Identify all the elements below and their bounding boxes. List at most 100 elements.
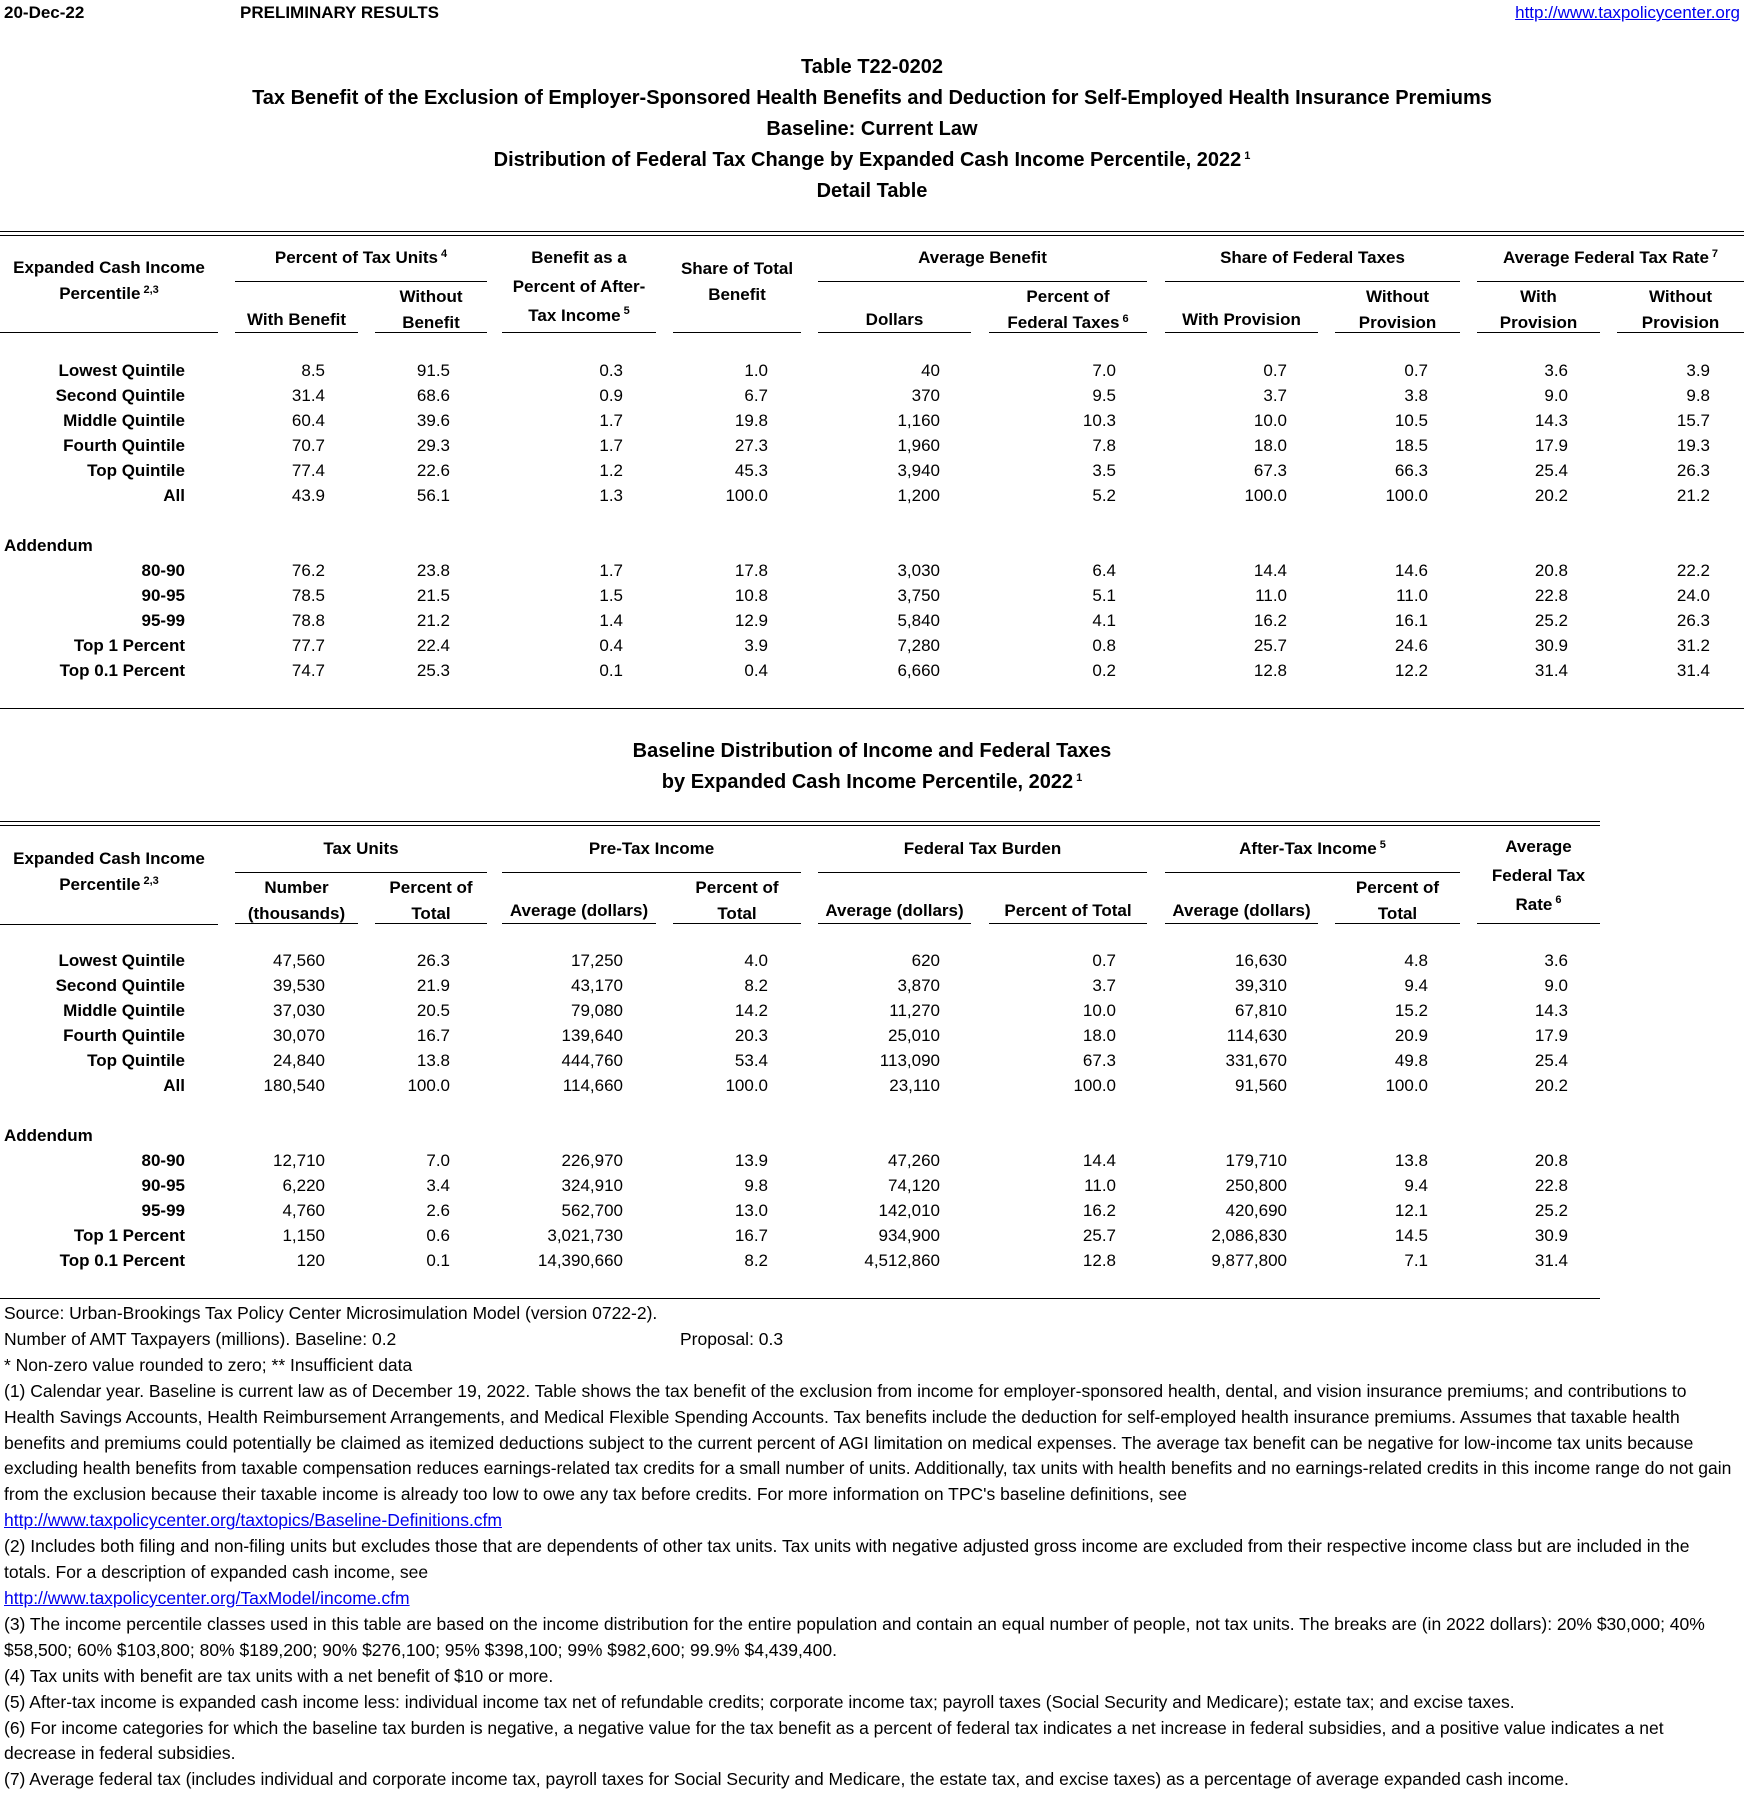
table-cell: 6,220	[282, 1176, 325, 1195]
table-cell: 22.8	[1534, 586, 1568, 605]
header-rule	[0, 924, 218, 925]
table-cell: 56.1	[416, 486, 450, 505]
table-cell: 0.1	[599, 661, 623, 680]
table-cell: 9.8	[744, 1176, 768, 1195]
section2-title-line2: by Expanded Cash Income Percentile, 2022…	[661, 771, 1083, 793]
amt-note: Number of AMT Taxpayers (millions). Base…	[4, 1328, 784, 1349]
table-cell: 23,110	[889, 1076, 940, 1095]
row-label: Fourth Quintile	[63, 1026, 185, 1045]
table-cell: 120	[296, 1251, 325, 1270]
table-cell: 10.3	[1082, 411, 1116, 430]
table-cell: 14.6	[1394, 561, 1428, 580]
table-cell: 934,900	[878, 1226, 940, 1245]
table-cell: 77.4	[291, 461, 325, 480]
table-cell: 30,070	[273, 1026, 325, 1045]
table-cell: 22.4	[416, 636, 450, 655]
col-header-with-provision: With Provision	[1165, 294, 1318, 333]
table-cell: 16.7	[734, 1226, 768, 1245]
table-cell: 31.4	[291, 386, 325, 405]
tpc-link[interactable]: http://www.taxpolicycenter.org	[1515, 3, 1740, 22]
table-cell: 68.6	[416, 386, 450, 405]
income-definition-link[interactable]: http://www.taxpolicycenter.org/TaxModel/…	[4, 1587, 410, 1608]
table-cell: 3,870	[897, 976, 940, 995]
detail-title: Detail Table	[816, 180, 928, 202]
table-cell: 49.8	[1394, 1051, 1428, 1070]
row-label: Second Quintile	[55, 976, 185, 995]
table-cell: 7.0	[426, 1151, 450, 1170]
col-group-federal-tax-burden: Federal Tax Burden	[818, 836, 1147, 873]
table-cell: 74,120	[888, 1176, 940, 1195]
table-cell: 76.2	[291, 561, 325, 580]
table-cell: 39,310	[1235, 976, 1287, 995]
table-cell: 16.1	[1394, 611, 1428, 630]
table-cell: 20.5	[416, 1001, 450, 1020]
table-cell: 114,660	[562, 1076, 623, 1095]
table-cell: 15.2	[1394, 1001, 1428, 1020]
table-cell: 16,630	[1235, 951, 1287, 970]
table-cell: 7.1	[1404, 1251, 1428, 1270]
table-cell: 3.7	[1263, 386, 1287, 405]
row-label: Top 1 Percent	[73, 1226, 185, 1245]
table-cell: 100.0	[725, 1076, 768, 1095]
section2-title-line1: Baseline Distribution of Income and Fede…	[632, 740, 1112, 762]
table-cell: 78.8	[291, 611, 325, 630]
table-cell: 39,530	[273, 976, 325, 995]
table2-bottom-rule	[0, 1298, 1600, 1299]
table-cell: 25.2	[1534, 1201, 1568, 1220]
footnote-4: (4) Tax units with benefit are tax units…	[4, 1665, 554, 1686]
baseline-definitions-link[interactable]: http://www.taxpolicycenter.org/taxtopics…	[4, 1510, 502, 1531]
table-cell: 24.6	[1394, 636, 1428, 655]
table-cell: 4.8	[1404, 951, 1428, 970]
addendum-label: Addendum	[4, 1126, 93, 1145]
footnote-2: (2) Includes both filing and non-filing …	[4, 1536, 1690, 1583]
table-cell: 43.9	[291, 486, 325, 505]
table-cell: 6.4	[1092, 561, 1116, 580]
table-cell: 0.9	[599, 386, 623, 405]
table-cell: 11.0	[1255, 586, 1287, 605]
table-cell: 21.5	[416, 586, 450, 605]
table-cell: 22.8	[1534, 1176, 1568, 1195]
table-title: Tax Benefit of the Exclusion of Employer…	[252, 87, 1492, 109]
table-cell: 47,560	[273, 951, 325, 970]
table-cell: 1,160	[897, 411, 940, 430]
table-cell: 1.3	[599, 486, 623, 505]
table-cell: 12.1	[1394, 1201, 1428, 1220]
table-cell: 18.0	[1253, 436, 1287, 455]
source-note: Source: Urban-Brookings Tax Policy Cente…	[4, 1303, 658, 1323]
table-cell: 20.8	[1534, 1151, 1568, 1170]
row-label: Lowest Quintile	[58, 361, 185, 380]
col-header-pct-federal-taxes: Percent of Federal Taxes 6	[989, 284, 1147, 333]
table-cell: 5.2	[1092, 486, 1116, 505]
footnote-7: (7) Average federal tax (includes indivi…	[4, 1769, 1569, 1790]
table-cell: 11.0	[1084, 1176, 1116, 1195]
table-cell: 14.2	[734, 1001, 768, 1020]
preliminary-label: PRELIMINARY RESULTS	[240, 3, 439, 22]
table-cell: 4,512,860	[864, 1251, 940, 1270]
row-label: All	[163, 486, 185, 505]
table-cell: 16.7	[416, 1026, 450, 1045]
table-cell: 9.4	[1404, 1176, 1428, 1195]
table-cell: 67.3	[1082, 1051, 1116, 1070]
table-cell: 31.4	[1676, 661, 1710, 680]
col-header-pretax-percent: Percent of Total	[673, 875, 801, 924]
table-cell: 40	[921, 361, 940, 380]
table-cell: 2.6	[426, 1201, 450, 1220]
table-cell: 26.3	[1676, 461, 1710, 480]
table-cell: 7,280	[897, 636, 940, 655]
table-cell: 3.5	[1092, 461, 1116, 480]
distribution-title: Distribution of Federal Tax Change by Ex…	[493, 149, 1251, 171]
table-cell: 444,760	[561, 1051, 623, 1070]
table-cell: 25.4	[1534, 1051, 1568, 1070]
row-label: 80-90	[141, 561, 185, 580]
table-cell: 21.9	[416, 976, 450, 995]
table-cell: 1,960	[897, 436, 940, 455]
table-cell: 17.9	[1534, 1026, 1568, 1045]
row-label: 95-99	[141, 1201, 185, 1220]
table-cell: 19.3	[1676, 436, 1710, 455]
table-cell: 12.2	[1394, 661, 1428, 680]
table-cell: 100.0	[407, 1076, 450, 1095]
table-cell: 370	[911, 386, 940, 405]
header-rule	[0, 332, 218, 333]
table-cell: 10.5	[1394, 411, 1428, 430]
table-cell: 21.2	[416, 611, 450, 630]
